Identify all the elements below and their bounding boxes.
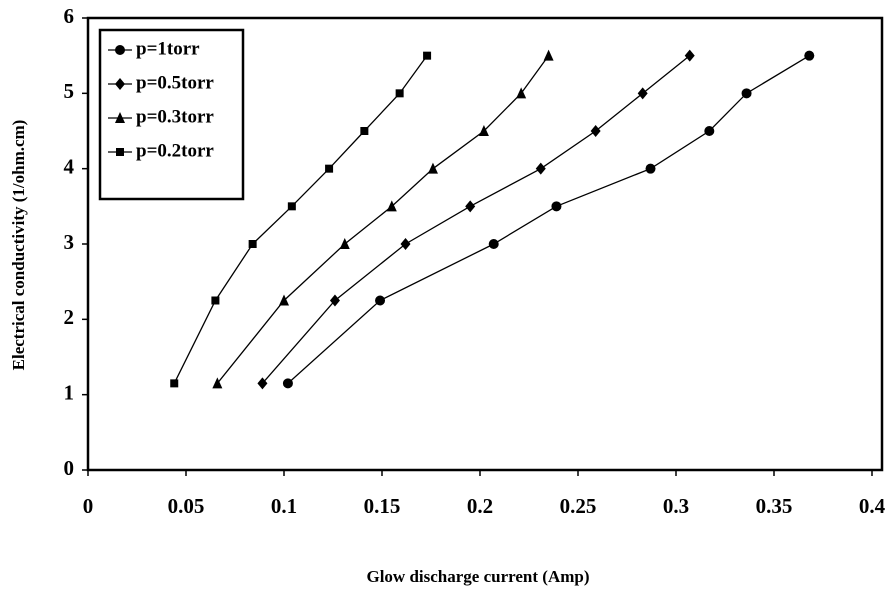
marker [170,379,179,388]
marker [543,49,554,61]
y-axis-label: Electrical conductivity (1/ohm.cm) [9,120,28,371]
legend-label: p=0.2torr [136,140,214,161]
marker [287,202,296,211]
marker [535,162,546,175]
x-tick-label: 0.05 [168,494,205,518]
marker [325,164,334,173]
y-tick-label: 5 [64,79,75,103]
marker [257,377,268,390]
marker [551,201,562,212]
y-tick-label: 3 [64,230,75,254]
marker [427,162,438,174]
x-tick-label: 0.25 [560,494,597,518]
x-tick-label: 0 [83,494,94,518]
marker [488,239,499,249]
marker [804,50,815,61]
marker [645,163,656,174]
marker [704,126,715,136]
marker [590,125,601,137]
x-tick-label: 0.15 [364,494,401,518]
marker [248,240,257,248]
marker [741,88,752,99]
y-tick-label: 6 [64,4,75,28]
legend-label: p=1torr [136,38,200,59]
marker [375,295,386,306]
marker [211,296,220,305]
marker [212,377,223,389]
marker [116,148,124,156]
series-line [216,55,550,384]
y-tick-label: 4 [64,154,75,178]
x-axis-label: Glow discharge current (Amp) [366,567,589,586]
marker [395,89,404,98]
legend-label: p=0.3torr [136,106,214,127]
x-tick-label: 0.2 [467,494,493,518]
marker [339,238,350,249]
x-tick-label: 0.3 [663,494,689,518]
marker [282,378,293,389]
legend-box [98,28,245,201]
marker [684,49,695,62]
x-tick-label: 0.35 [756,494,793,518]
series-line [261,55,691,384]
marker [115,45,125,55]
y-tick-label: 2 [64,305,75,329]
marker [465,200,476,213]
marker [386,200,397,212]
marker [279,294,289,306]
marker [115,112,125,123]
marker [637,87,648,100]
y-tick-label: 1 [64,380,75,404]
marker [478,125,489,136]
marker [516,87,527,99]
marker [115,78,125,90]
marker [400,238,411,250]
y-tick-label: 0 [64,456,75,480]
series-line [173,55,428,384]
x-tick-label: 0.4 [859,494,886,518]
series-line [287,55,810,384]
x-tick-label: 0.1 [271,494,297,518]
legend-label: p=0.5torr [136,72,214,93]
marker [360,127,369,135]
marker [329,294,340,307]
marker [423,51,432,60]
